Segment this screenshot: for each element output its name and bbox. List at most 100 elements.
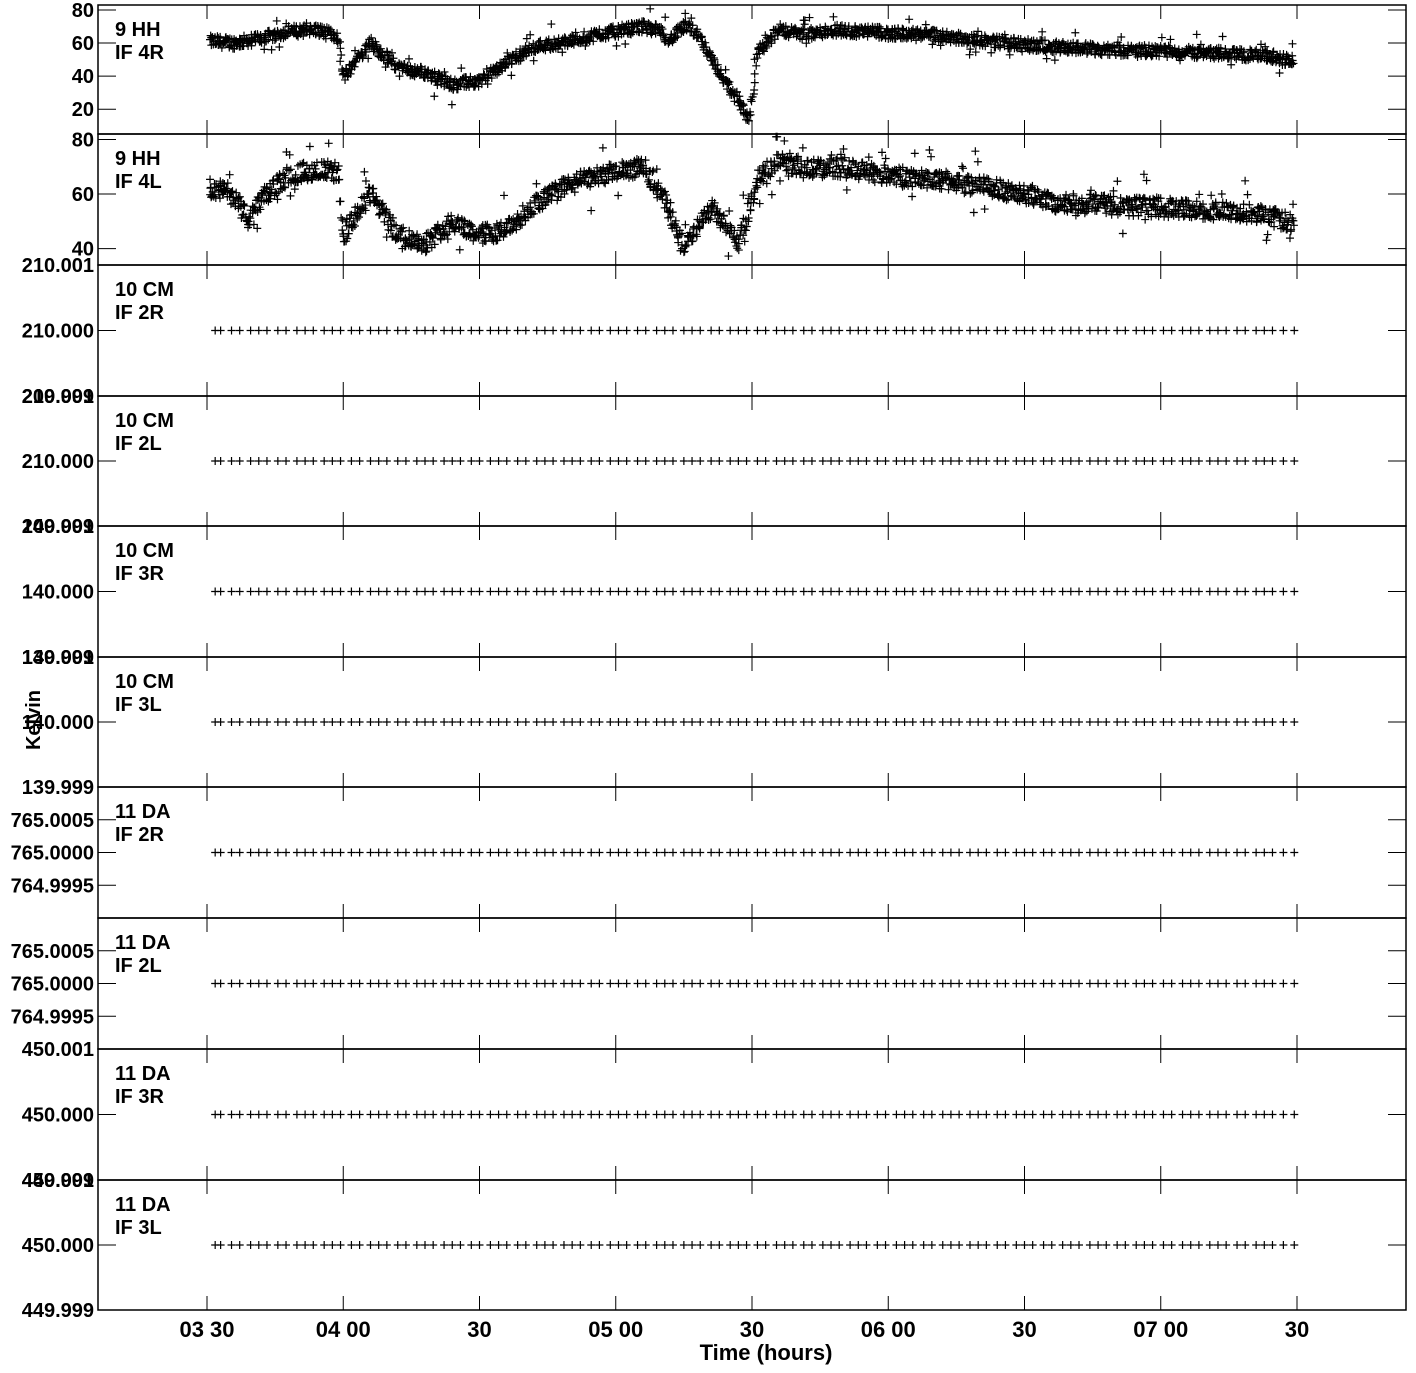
data-point — [854, 1110, 863, 1119]
data-point — [1222, 848, 1231, 857]
data-point — [982, 457, 991, 465]
data-point — [1260, 848, 1269, 857]
data-point — [606, 326, 615, 335]
data-point — [633, 1110, 642, 1119]
data-point — [328, 587, 337, 596]
data-point — [697, 32, 706, 41]
y-tick-label: 40 — [72, 66, 94, 88]
data-point — [1039, 1110, 1048, 1119]
y-tick-label: 210.000 — [22, 321, 94, 343]
data-point — [500, 191, 509, 200]
data-point — [1001, 587, 1010, 596]
data-point — [1012, 718, 1021, 726]
data-point — [780, 1241, 789, 1249]
data-point — [328, 326, 337, 335]
data-point — [532, 587, 541, 596]
data-point — [587, 718, 596, 726]
data-point — [946, 848, 955, 857]
data-point — [272, 16, 281, 25]
data-point — [966, 848, 974, 857]
data-point — [1012, 979, 1021, 988]
data-point — [1058, 587, 1067, 596]
data-point — [723, 79, 732, 88]
data-point — [668, 979, 677, 988]
y-tick-label: 60 — [72, 33, 94, 55]
data-point — [955, 326, 964, 335]
data-point — [1047, 979, 1056, 988]
data-point — [440, 457, 449, 465]
data-point — [1066, 1241, 1075, 1249]
data-point — [606, 457, 615, 465]
data-point — [246, 979, 255, 988]
data-point — [1020, 326, 1029, 335]
x-axis: 03 30 04 00 30 05 00 30 06 00 30 07 00 30 — [179, 1317, 1309, 1342]
data-point — [1066, 848, 1075, 857]
data-point — [641, 848, 650, 857]
data-point — [440, 718, 449, 726]
panel-if-label: IF 2R — [115, 302, 164, 324]
data-point — [246, 848, 255, 857]
data-point — [309, 979, 318, 988]
y-tick-label: 764.9995 — [11, 1006, 94, 1028]
data-point — [1075, 1110, 1083, 1119]
data-point — [973, 27, 982, 36]
data-point — [1001, 848, 1010, 857]
data-point — [467, 1110, 476, 1119]
data-point — [456, 848, 465, 857]
data-point — [374, 587, 383, 596]
data-point — [622, 587, 631, 596]
data-point — [900, 1110, 909, 1119]
data-point — [421, 1241, 429, 1249]
data-point — [576, 457, 585, 465]
data-point — [974, 587, 983, 596]
data-point — [942, 27, 951, 36]
data-point — [216, 979, 225, 988]
data-point — [292, 848, 301, 857]
x-tick-label: 30 — [467, 1317, 491, 1342]
data-point — [540, 718, 549, 726]
data-point — [652, 326, 661, 335]
data-point — [919, 718, 928, 726]
data-point — [633, 1241, 642, 1249]
data-point — [734, 848, 743, 857]
data-point — [742, 848, 751, 857]
panel-antenna-label: 9 HH — [115, 19, 161, 41]
data-point — [1167, 848, 1176, 857]
data-point — [1178, 587, 1187, 596]
data-point — [522, 34, 531, 43]
data-point — [919, 979, 928, 988]
data-point — [1020, 848, 1029, 857]
data-point — [521, 1110, 530, 1119]
data-point — [1260, 457, 1269, 465]
data-point — [1205, 1110, 1214, 1119]
data-point — [487, 74, 496, 83]
data-point — [494, 979, 503, 988]
data-point — [1085, 979, 1094, 988]
data-point — [227, 718, 236, 726]
data-point — [282, 1241, 291, 1249]
data-point — [660, 587, 669, 596]
data-point — [742, 1241, 751, 1249]
data-point — [680, 25, 689, 34]
data-point — [1148, 587, 1157, 596]
data-point — [1213, 457, 1222, 465]
data-point — [892, 979, 901, 988]
data-point — [235, 457, 244, 465]
data-point — [336, 1110, 345, 1119]
data-point — [696, 848, 705, 857]
data-point — [540, 1241, 549, 1249]
data-point — [440, 82, 449, 91]
data-point — [788, 587, 797, 596]
data-point — [1012, 587, 1021, 596]
x-tick-label: 05 00 — [588, 1317, 643, 1342]
data-point — [781, 22, 790, 31]
data-point — [1058, 979, 1067, 988]
data-point — [1058, 1241, 1067, 1249]
data-point — [881, 457, 890, 465]
data-point — [829, 12, 838, 21]
data-point — [606, 718, 615, 726]
